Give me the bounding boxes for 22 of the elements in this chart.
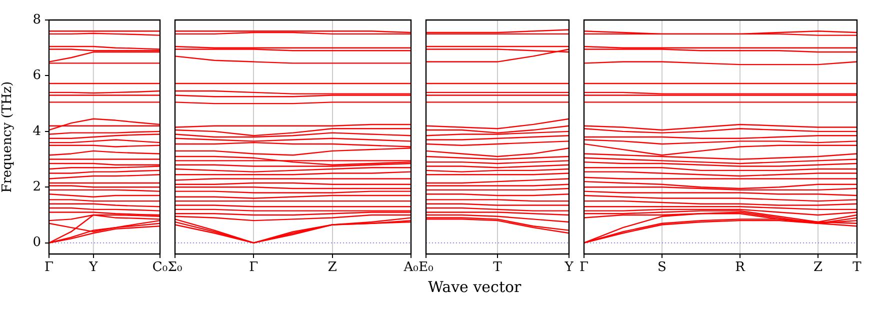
y-tick-label: 4 — [32, 124, 41, 139]
x-tick-label: Y — [88, 260, 98, 276]
x-tick-label: Z — [813, 260, 823, 276]
y-tick-label: 2 — [32, 180, 41, 195]
x-tick-label: T — [493, 260, 502, 276]
x-tick-label: Γ — [579, 260, 589, 276]
y-axis-title: Frequency (THz) — [0, 81, 16, 193]
x-tick-label: S — [658, 260, 666, 276]
x-tick-label: Γ — [44, 260, 54, 276]
x-tick-label: E₀ — [418, 260, 434, 276]
x-tick-label: Y — [564, 260, 574, 276]
x-tick-label: Z — [328, 260, 337, 276]
x-tick-label: T — [852, 260, 862, 276]
y-tick-label: 6 — [32, 68, 41, 84]
x-tick-label: A₀ — [402, 260, 418, 276]
x-tick-label: Γ — [249, 260, 258, 276]
x-tick-label: R — [735, 260, 746, 276]
y-tick-label: 8 — [32, 12, 41, 28]
x-tick-label: Σ₀ — [168, 260, 182, 276]
x-axis-title: Wave vector — [428, 278, 522, 296]
y-tick-label: 0 — [32, 235, 41, 250]
x-tick-label: C₀ — [152, 260, 168, 276]
